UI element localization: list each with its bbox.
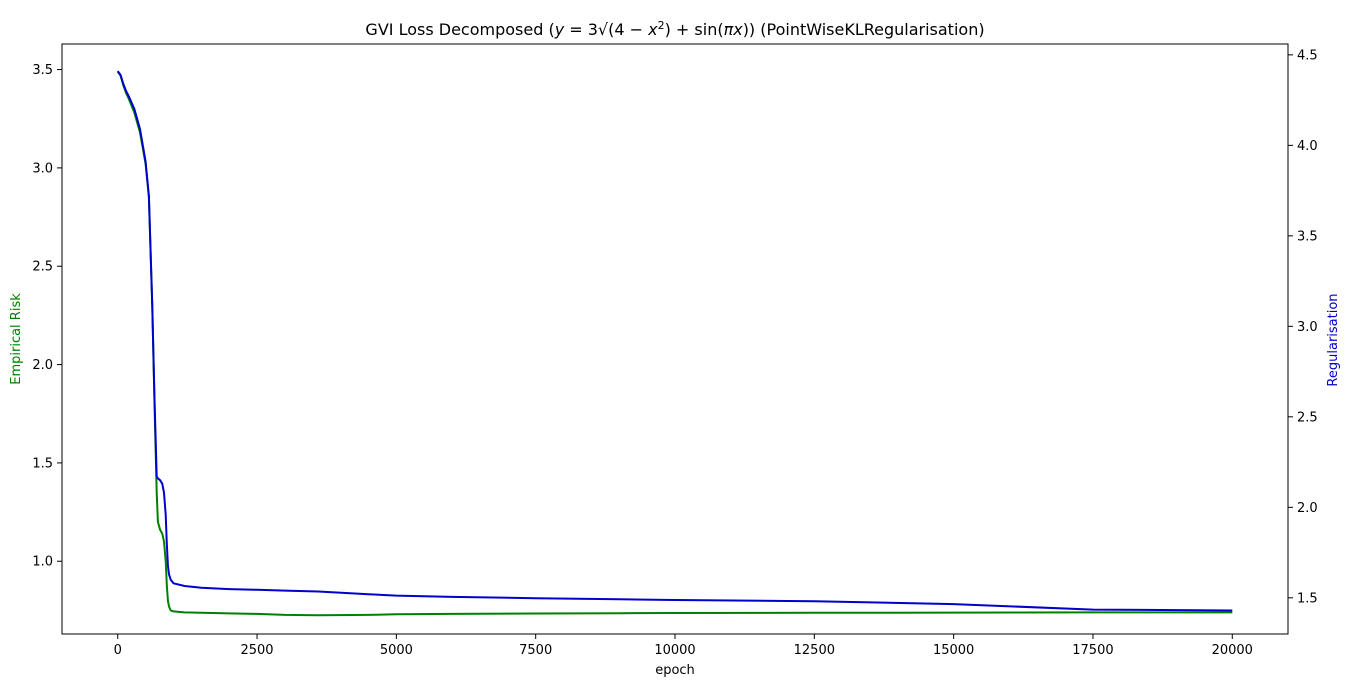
y-right-tick-label: 3.0 [1297,320,1318,335]
x-axis-label: epoch [655,663,695,678]
y-left-tick-label: 3.5 [32,63,53,78]
x-tick-label: 10000 [654,643,695,658]
x-tick-label: 7500 [519,643,552,658]
x-tick-label: 15000 [933,643,974,658]
title-formula-rest: = 3√(4 − [564,20,648,39]
y-left-tick-label: 1.0 [32,555,53,570]
y-axis-left-label: Empirical Risk [9,293,24,385]
title-formula-sin: ) + sin( [665,20,724,39]
y-left-tick-label: 1.5 [32,456,53,471]
x-tick-label: 0 [114,643,122,658]
title-prefix: GVI Loss Decomposed ( [365,20,554,39]
y-left-tick-label: 2.5 [32,260,53,275]
x-tick-label: 2500 [240,643,273,658]
y-left-tick-label: 3.0 [32,161,53,176]
y-right-tick-label: 3.5 [1297,229,1318,244]
y-left-tick-label: 2.0 [32,358,53,373]
title-formula-exp: 2 [658,19,665,32]
y-axis-right-label: Regularisation [1326,293,1341,386]
x-tick-label: 20000 [1212,643,1253,658]
series-layer [116,70,1233,617]
x-tick-label: 17500 [1072,643,1113,658]
y-right-tick-label: 1.5 [1297,591,1318,606]
title-suffix: )) (PointWiseKLRegularisation) [743,20,985,39]
title-formula-y: y [554,20,565,39]
x-tick-label: 5000 [380,643,413,658]
y-right-tick-label: 2.5 [1297,410,1318,425]
title-formula-x: x [647,20,658,39]
axes-layer: 0 2500 5000 7500 10000 12500 15000 17500 20000 1.… [32,43,1318,658]
y-right-tick-label: 2.0 [1297,501,1318,516]
chart-title: GVI Loss Decomposed (y = 3√(4 − x2) + si… [365,19,984,39]
x-tick-label: 12500 [794,643,835,658]
series-line-regularisation [116,70,1233,612]
y-right-tick-label: 4.5 [1297,48,1318,63]
title-formula-pix: πx [724,20,744,39]
y-right-tick-label: 4.0 [1297,139,1318,154]
